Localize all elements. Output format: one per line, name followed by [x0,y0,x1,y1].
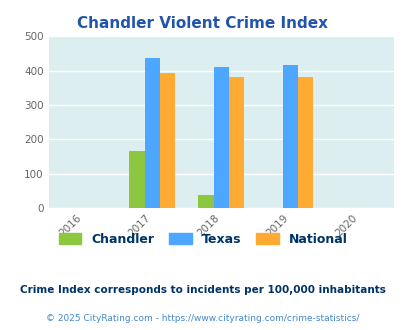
Bar [297,77,312,208]
Bar [198,195,213,208]
Text: Crime Index corresponds to incidents per 100,000 inhabitants: Crime Index corresponds to incidents per… [20,285,385,295]
Bar [144,58,160,208]
Bar [160,73,175,208]
Bar [282,65,297,208]
Bar [129,150,144,208]
Text: Chandler Violent Crime Index: Chandler Violent Crime Index [77,16,328,31]
Legend: Chandler, Texas, National: Chandler, Texas, National [53,228,352,251]
Bar [213,67,228,208]
Text: © 2025 CityRating.com - https://www.cityrating.com/crime-statistics/: © 2025 CityRating.com - https://www.city… [46,314,359,323]
Bar [228,77,243,208]
